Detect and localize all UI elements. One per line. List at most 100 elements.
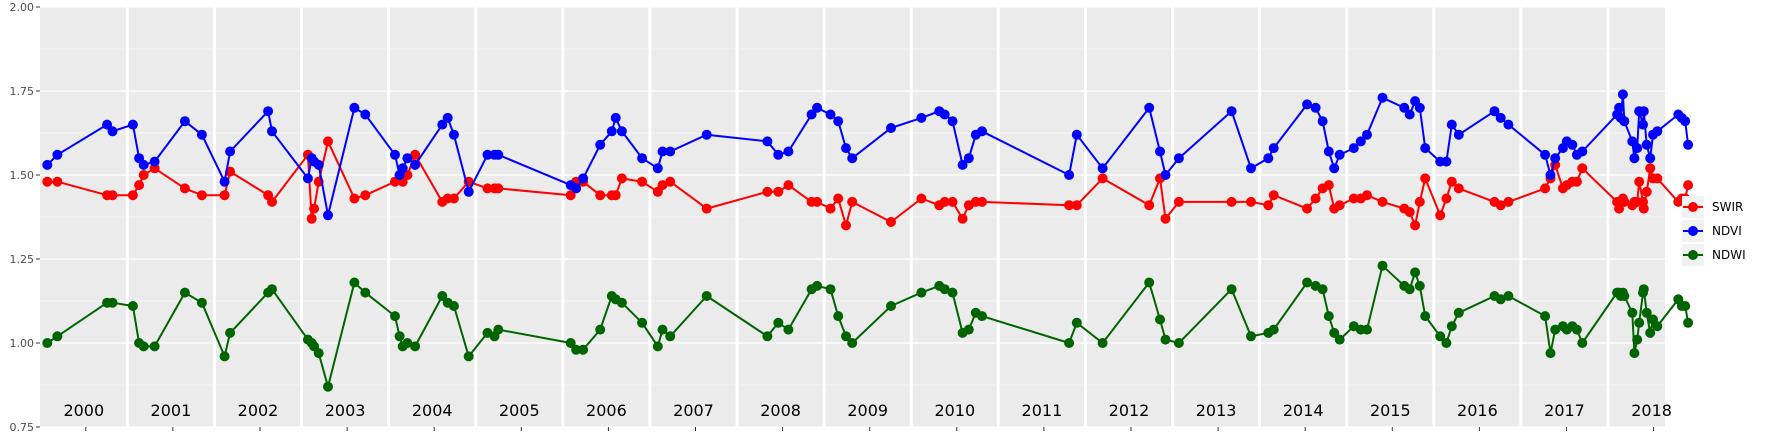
data-point-ndwi bbox=[493, 324, 504, 335]
y-tick-label: 1.75 bbox=[10, 85, 35, 98]
y-tick-label: 1.50 bbox=[10, 169, 35, 182]
data-point-swir bbox=[1226, 196, 1237, 207]
data-point-swir bbox=[1263, 200, 1274, 211]
data-point-swir bbox=[1638, 203, 1649, 214]
data-point-swir bbox=[107, 190, 118, 201]
data-point-ndwi bbox=[595, 324, 606, 335]
data-point-swir bbox=[1414, 196, 1425, 207]
data-point-ndvi bbox=[1619, 116, 1630, 127]
data-point-ndwi bbox=[1632, 334, 1643, 345]
year-label-2015: 2015 bbox=[1370, 401, 1411, 420]
data-point-ndvi bbox=[1638, 106, 1649, 117]
year-label-2005: 2005 bbox=[499, 401, 540, 420]
data-point-ndvi bbox=[1399, 102, 1410, 113]
data-point-ndwi bbox=[1226, 284, 1237, 295]
data-point-ndwi bbox=[1071, 317, 1082, 328]
year-label-2018: 2018 bbox=[1631, 401, 1672, 420]
data-point-ndwi bbox=[657, 324, 668, 335]
data-point-ndwi bbox=[578, 344, 589, 355]
data-point-ndwi bbox=[1638, 284, 1649, 295]
data-point-ndvi bbox=[1550, 153, 1561, 164]
data-point-swir bbox=[1160, 213, 1171, 224]
data-point-ndvi bbox=[1453, 129, 1464, 140]
data-point-ndvi bbox=[1420, 143, 1431, 154]
data-point-ndvi bbox=[397, 163, 408, 174]
data-point-ndwi bbox=[313, 348, 324, 359]
data-point-ndvi bbox=[1567, 139, 1578, 150]
data-point-ndvi bbox=[841, 143, 851, 154]
data-point-ndvi bbox=[1614, 102, 1625, 113]
legend-item-swir: SWIR bbox=[1682, 196, 1743, 218]
year-label-2017: 2017 bbox=[1544, 401, 1585, 420]
data-point-ndvi bbox=[360, 109, 371, 120]
data-point-ndvi bbox=[1638, 119, 1648, 130]
series-ndwi bbox=[42, 260, 1694, 392]
data-point-swir bbox=[565, 190, 576, 201]
data-point-swir bbox=[1064, 200, 1075, 211]
data-point-swir bbox=[309, 203, 320, 214]
data-point-swir bbox=[812, 196, 823, 207]
year-label-2011: 2011 bbox=[1022, 401, 1063, 420]
data-point-ndvi bbox=[1414, 102, 1425, 113]
data-point-ndwi bbox=[1144, 277, 1155, 288]
data-point-swir bbox=[1334, 200, 1345, 211]
data-point-ndvi bbox=[578, 173, 589, 184]
axes: 0.75 1.00 1.25 1.50 1.75 2.00 bbox=[10, 1, 40, 434]
data-point-swir bbox=[1435, 210, 1446, 221]
data-point-ndwi bbox=[1414, 280, 1425, 291]
data-point-ndwi bbox=[1495, 294, 1506, 305]
series-layer bbox=[42, 89, 1694, 392]
year-label-2004: 2004 bbox=[412, 401, 453, 420]
data-point-ndvi bbox=[1377, 92, 1388, 103]
data-point-ndvi bbox=[463, 186, 474, 197]
data-point-swir bbox=[1173, 196, 1184, 207]
data-point-swir bbox=[1268, 190, 1279, 201]
data-point-swir bbox=[1571, 176, 1582, 187]
data-point-ndvi bbox=[825, 109, 836, 120]
data-point-ndwi bbox=[225, 327, 236, 338]
data-point-ndwi bbox=[1645, 327, 1656, 338]
y-tick-label: 2.00 bbox=[10, 1, 35, 14]
data-point-ndvi bbox=[1268, 143, 1279, 154]
legend-label-ndvi: NDVI bbox=[1712, 224, 1742, 238]
data-point-ndvi bbox=[595, 139, 606, 150]
data-point-swir bbox=[1302, 203, 1313, 214]
data-point-ndwi bbox=[1550, 324, 1561, 335]
data-point-ndvi bbox=[1064, 170, 1075, 180]
data-point-ndvi bbox=[847, 153, 858, 164]
data-point-swir bbox=[360, 190, 371, 201]
data-point-swir bbox=[52, 176, 63, 187]
data-point-swir bbox=[1420, 173, 1431, 184]
data-point-swir bbox=[833, 193, 844, 204]
data-point-ndvi bbox=[1355, 136, 1366, 147]
data-point-ndwi bbox=[1446, 321, 1457, 332]
data-point-ndvi bbox=[610, 112, 621, 123]
data-point-swir bbox=[701, 203, 712, 214]
data-point-swir bbox=[1144, 200, 1155, 211]
data-point-ndwi bbox=[637, 317, 648, 328]
data-point-ndvi bbox=[263, 106, 274, 117]
data-point-swir bbox=[939, 196, 950, 207]
data-point-ndvi bbox=[138, 159, 149, 170]
data-point-swir bbox=[323, 136, 333, 147]
data-point-ndwi bbox=[1652, 321, 1663, 332]
data-point-ndwi bbox=[196, 297, 207, 308]
data-point-swir bbox=[410, 149, 421, 160]
data-point-swir bbox=[1453, 183, 1464, 194]
data-point-ndvi bbox=[442, 112, 453, 123]
data-point-ndwi bbox=[1627, 307, 1638, 318]
year-label-2002: 2002 bbox=[238, 401, 279, 420]
data-point-ndvi bbox=[448, 129, 459, 140]
data-point-ndvi bbox=[267, 126, 277, 137]
data-point-ndwi bbox=[1097, 338, 1108, 348]
data-point-ndvi bbox=[1071, 129, 1082, 140]
data-point-ndvi bbox=[665, 146, 676, 157]
data-point-ndwi bbox=[323, 381, 333, 392]
data-point-swir bbox=[267, 196, 277, 207]
y-tick-label: 1.25 bbox=[10, 253, 35, 266]
data-point-ndvi bbox=[1503, 119, 1514, 130]
data-point-ndvi bbox=[127, 119, 138, 130]
data-point-ndvi bbox=[833, 116, 844, 127]
data-point-ndwi bbox=[1634, 317, 1645, 328]
